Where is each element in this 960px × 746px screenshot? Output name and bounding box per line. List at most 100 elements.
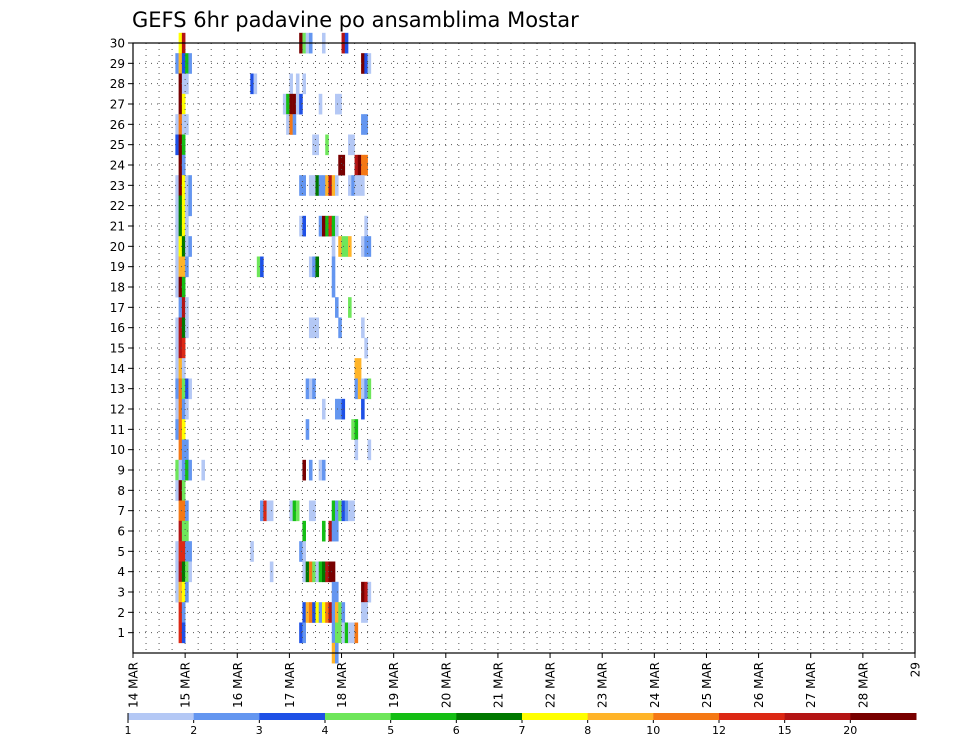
heatmap-cell (175, 134, 179, 156)
x-tick-label: 26 MAR (752, 662, 766, 708)
heatmap-cell (367, 439, 372, 461)
heatmap-cell (178, 358, 183, 379)
heatmap-cell (282, 93, 287, 115)
heatmap-cell (335, 581, 339, 603)
heatmap-cell (289, 114, 293, 135)
y-tick-label: 13 (110, 382, 125, 396)
heatmap-cell (175, 419, 179, 440)
heatmap-cell (335, 175, 339, 196)
y-tick-label: 25 (110, 138, 125, 152)
heatmap-cell (325, 602, 329, 623)
heatmap-cell (175, 175, 179, 196)
heatmap-cell (364, 602, 368, 623)
heatmap-cell (364, 378, 368, 400)
heatmap-cell (178, 256, 183, 278)
heatmap-cell (178, 500, 183, 522)
legend-label: 2 (190, 724, 197, 737)
heatmap-cell (335, 602, 339, 623)
y-tick-label: 7 (117, 504, 125, 518)
heatmap-cell (361, 317, 365, 339)
color-legend: 1 2 3 4 5 6 7 8 10 12 15 20 (125, 713, 917, 737)
legend-label: 20 (843, 724, 857, 737)
y-axis: 1234567891011121314151617181920212223242… (110, 37, 133, 640)
heatmap-cell (181, 195, 186, 217)
heatmap-cell (181, 276, 186, 298)
heatmap-cell (361, 581, 365, 603)
y-tick-label: 6 (117, 525, 125, 539)
heatmap-cell (357, 378, 362, 400)
heatmap-cell (315, 134, 320, 156)
legend-label: 5 (387, 724, 394, 737)
heatmap-cell (338, 602, 342, 623)
x-tick-label: 18 MAR (335, 662, 349, 708)
heatmap-cell (178, 378, 183, 400)
heatmap-cell (321, 520, 326, 542)
heatmap-cell (331, 175, 336, 196)
heatmap-cell (302, 622, 306, 644)
legend-label: 6 (453, 724, 460, 737)
heatmap-cell (335, 398, 339, 420)
heatmap-cell (178, 480, 183, 501)
heatmap-cell (315, 317, 320, 339)
heatmap-cell (175, 256, 179, 278)
heatmap-cell (181, 419, 186, 440)
heatmap-cell (178, 541, 183, 562)
heatmap-cell (331, 520, 336, 542)
heatmap-cell (185, 459, 189, 481)
heatmap-cell (175, 236, 179, 257)
y-tick-label: 19 (110, 260, 125, 274)
heatmap-cell (188, 561, 192, 583)
y-tick-label: 3 (117, 586, 125, 600)
heatmap-cell (364, 114, 368, 135)
legend-swatch (653, 713, 720, 720)
heatmap-cell (338, 317, 342, 339)
heatmap-cell (181, 93, 186, 115)
legend-swatch (128, 713, 195, 720)
heatmap-cell (181, 154, 186, 176)
heatmap-cell (321, 459, 326, 481)
legend-label: 4 (322, 724, 329, 737)
heatmap-cell (299, 541, 303, 562)
y-tick-label: 29 (110, 57, 125, 71)
heatmap-cell (328, 602, 333, 623)
heatmap-cell (315, 602, 320, 623)
heatmap-cell (295, 73, 300, 95)
heatmap-cell (318, 561, 323, 583)
heatmap-cell (302, 459, 306, 481)
y-tick-label: 5 (117, 545, 125, 559)
heatmap-cell (185, 541, 189, 562)
heatmap-cell (181, 561, 186, 583)
heatmap-cell (302, 602, 306, 623)
heatmap-cell (299, 175, 303, 196)
x-tick-label: 20 MAR (439, 662, 453, 708)
heatmap-cell (178, 195, 183, 217)
heatmap-cell (185, 561, 189, 583)
heatmap-cell (188, 378, 192, 400)
heatmap-cell (181, 439, 186, 461)
heatmap-cell (175, 215, 179, 237)
heatmap-cell (331, 581, 336, 603)
heatmap-cell (178, 419, 183, 440)
heatmap-cell (354, 154, 359, 176)
heatmap-cell (185, 297, 189, 318)
heatmap-cell (344, 500, 349, 522)
heatmap-cell (185, 581, 189, 603)
heatmap-cell (188, 53, 192, 74)
heatmap-cell (308, 602, 313, 623)
heatmap-cell (328, 175, 333, 196)
heatmap-cell (331, 236, 336, 257)
heatmap-cell (315, 256, 320, 278)
x-axis: 14 MAR 15 MAR 16 MAR 17 MAR 18 MAR 19 MAR 20 M… (127, 653, 923, 708)
heatmap-cell (308, 317, 313, 339)
y-tick-label: 4 (117, 565, 125, 579)
y-tick-label: 15 (110, 342, 125, 356)
heatmap-cell (354, 358, 359, 379)
heatmap-cell (181, 114, 186, 135)
heatmap-cell (178, 398, 183, 420)
heatmap-cell (185, 53, 189, 74)
heatmap-cell (181, 398, 186, 420)
heatmap-cell (175, 276, 179, 298)
heatmap-cell (321, 175, 326, 196)
heatmap-cell (178, 215, 183, 237)
heatmap-cell (181, 215, 186, 237)
